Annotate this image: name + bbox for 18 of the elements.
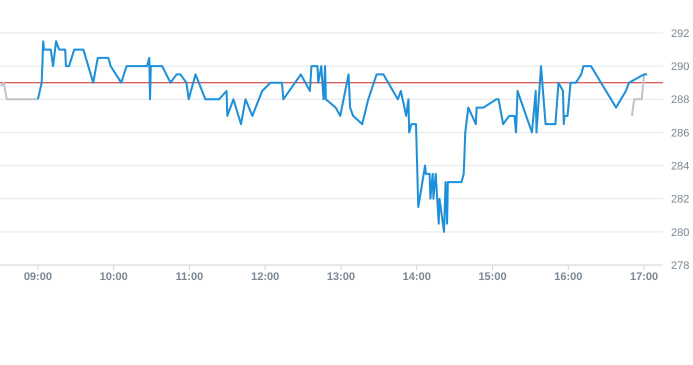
y-tick-label: 284 [671, 160, 690, 172]
x-tick-label: 10:00 [100, 270, 128, 283]
line-series [36, 40, 648, 233]
y-tick-label: 292 [671, 28, 690, 40]
y-tick-label: 290 [671, 61, 690, 74]
x-tick-label: 13:00 [326, 270, 356, 283]
y-tick-label: 286 [671, 127, 690, 140]
x-tick-label: 11:00 [176, 270, 204, 283]
y-tick-label: 282 [671, 194, 690, 206]
x-tick-label: 16:00 [554, 270, 582, 283]
x-tick-label: 15:00 [478, 270, 507, 283]
x-tick-label: 12:00 [251, 270, 280, 283]
x-tick-label: 14:00 [402, 270, 431, 283]
x-tick-label: 09:00 [24, 270, 52, 283]
y-tick-label: 278 [671, 260, 690, 272]
y-tick-label: 288 [671, 94, 690, 106]
y-tick-label: 280 [671, 226, 690, 239]
x-tick-label: 17:00 [630, 270, 658, 283]
